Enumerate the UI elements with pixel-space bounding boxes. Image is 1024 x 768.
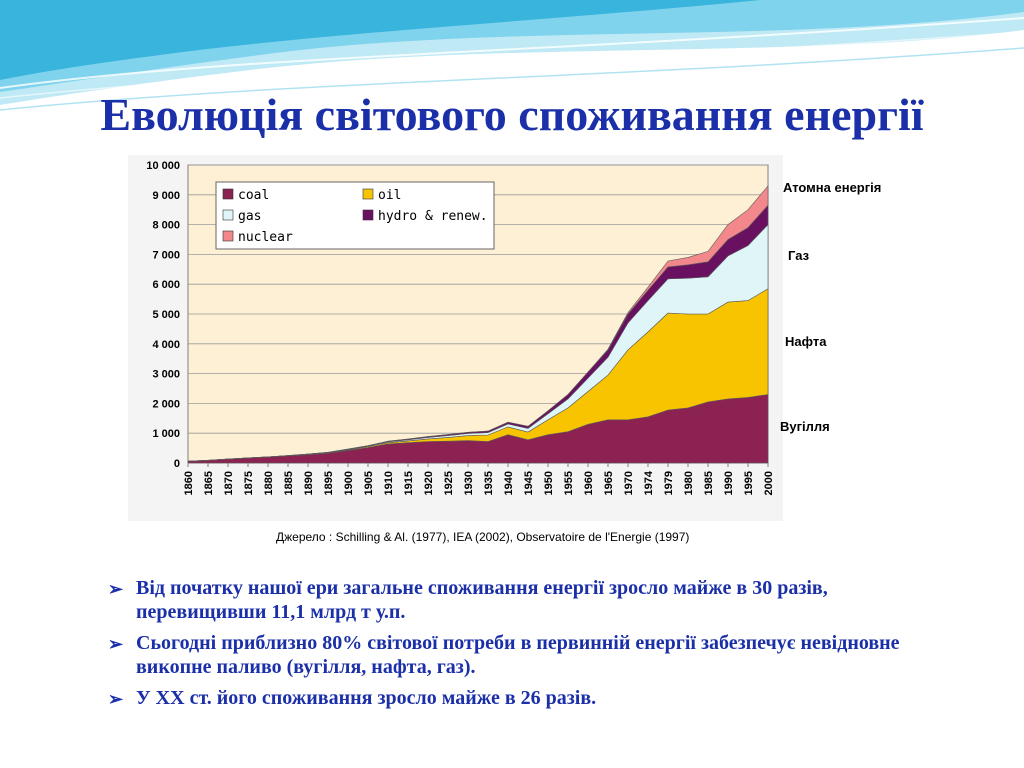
label-gas: Газ: [788, 248, 810, 263]
y-tick-label: 3 000: [152, 369, 180, 381]
series-area-nuclear: [187, 185, 769, 462]
x-tick-label: 1970: [623, 471, 635, 495]
bullet-text: У ХХ ст. його споживання зросло майже в …: [136, 687, 597, 709]
x-tick-label: 1860: [183, 471, 195, 495]
label-coal: Вугілля: [780, 419, 830, 434]
legend-label: coal: [238, 188, 269, 203]
legend-label: gas: [238, 209, 261, 224]
y-tick-label: 6 000: [152, 279, 180, 291]
y-tick-label: 10 000: [146, 160, 180, 172]
x-tick-label: 1935: [483, 471, 495, 495]
x-tick-label: 1995: [743, 471, 755, 495]
x-tick-label: 1950: [543, 471, 555, 495]
bullet-text: Від початку нашої ери загальне споживанн…: [136, 577, 828, 623]
y-tick-label: 1 000: [152, 428, 180, 440]
x-tick-label: 2000: [763, 471, 775, 495]
bullet-text: Сьогодні приблизно 80% світової потреби …: [136, 632, 900, 678]
x-tick-label: 1870: [223, 471, 235, 495]
bullet-list: ➢ Від початку нашої ери загальне споживан…: [108, 576, 928, 717]
x-tick-label: 1974: [643, 470, 655, 495]
legend-swatch: [362, 209, 374, 221]
legend-label: oil: [378, 188, 401, 203]
x-tick-label: 1910: [383, 471, 395, 495]
x-tick-label: 1865: [203, 471, 215, 495]
x-tick-label: 1945: [523, 471, 535, 495]
x-tick-label: 1980: [683, 471, 695, 495]
bullet-item: ➢ Сьогодні приблизно 80% світової потреби…: [108, 631, 928, 679]
legend-label: hydro & renew.: [378, 209, 488, 224]
arrow-bullet-icon: ➢: [108, 579, 124, 599]
legend-label: nuclear: [238, 230, 293, 245]
y-tick-label: 2 000: [152, 398, 180, 410]
x-tick-label: 1905: [363, 471, 375, 495]
x-tick-label: 1940: [503, 471, 515, 495]
x-tick-label: 1915: [403, 471, 415, 495]
bullet-item: ➢ Від початку нашої ери загальне споживан…: [108, 576, 928, 624]
legend-swatch: [222, 188, 234, 200]
x-tick-label: 1900: [343, 471, 355, 495]
x-tick-label: 1960: [583, 471, 595, 495]
x-tick-label: 1925: [443, 471, 455, 495]
y-tick-label: 5 000: [152, 309, 180, 321]
arrow-bullet-icon: ➢: [108, 689, 124, 709]
decorative-waves: [0, 0, 1024, 111]
x-tick-label: 1985: [703, 471, 715, 495]
legend-swatch: [362, 188, 374, 200]
label-oil: Нафта: [785, 334, 827, 349]
x-tick-label: 1895: [323, 471, 335, 495]
y-tick-label: 0: [174, 458, 180, 470]
legend-swatch: [222, 230, 234, 242]
source-citation: Джерело : Schilling & Al. (1977), IEA (2…: [276, 530, 690, 544]
legend-swatch: [222, 209, 234, 221]
y-tick-label: 8 000: [152, 220, 180, 232]
label-nuclear-energy: Атомна енергія: [783, 180, 882, 195]
x-tick-label: 1955: [563, 471, 575, 495]
y-tick-label: 4 000: [152, 339, 180, 351]
x-tick-label: 1880: [263, 471, 275, 495]
chart-legend: [215, 181, 495, 250]
y-tick-label: 9 000: [152, 190, 180, 202]
x-tick-label: 1885: [283, 471, 295, 495]
x-tick-label: 1890: [303, 471, 315, 495]
x-tick-label: 1990: [723, 471, 735, 495]
x-tick-label: 1979: [663, 471, 675, 495]
energy-consumption-chart: 0 1 000 2 000 3 000 4 000 5 000 6 000 7 000 8 00…: [128, 155, 783, 521]
x-tick-label: 1930: [463, 471, 475, 495]
x-tick-label: 1875: [243, 471, 255, 495]
x-tick-label: 1965: [603, 471, 615, 495]
x-tick-label: 1920: [423, 471, 435, 495]
slide-title: Еволюція світового споживання енергії: [100, 89, 924, 140]
bullet-item: ➢ У ХХ ст. його споживання зросло майже в…: [108, 686, 928, 710]
y-tick-label: 7 000: [152, 249, 180, 261]
arrow-bullet-icon: ➢: [108, 634, 124, 654]
